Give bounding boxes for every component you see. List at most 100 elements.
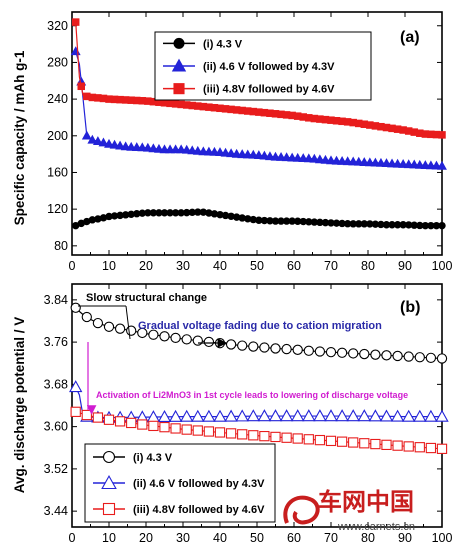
data-point [392,158,403,168]
data-point [259,430,270,442]
data-point [192,335,203,346]
annotation-slow-structural-change: Slow structural change [86,292,207,304]
data-point [98,137,109,147]
watermark-logo-icon [283,495,320,525]
legend-marker-icon [173,83,185,95]
data-point [181,144,192,154]
x-tick-label: 90 [398,259,412,273]
data-point [259,150,270,160]
panel-a-legend: (i) 4.3 V (ii) 4.6 V followed by 4.3V (iii… [154,31,372,101]
data-point [137,327,148,339]
series-1 [72,208,446,230]
panel-a-label: (a) [400,29,420,46]
data-point [314,154,325,164]
data-point [225,428,237,439]
data-point [180,409,194,422]
data-point [368,409,383,422]
series-1 [70,302,448,364]
data-point [242,149,253,159]
data-point [231,148,242,158]
data-point [398,158,409,168]
arrow-slow-change-leader [125,305,131,340]
data-point [303,434,314,445]
data-point [390,409,405,422]
y-tick-label: 3.76 [44,335,68,349]
data-point [276,152,286,161]
data-point [120,141,131,151]
data-point [181,334,192,345]
data-point [425,442,437,454]
data-point [114,416,126,427]
data-point [335,409,349,422]
data-point [438,221,446,230]
data-point [81,130,92,140]
data-point [435,409,449,422]
data-point [370,157,381,167]
annotation-gradual-voltage-fading: Gradual voltage fading due to cation mig… [138,320,382,332]
data-point [403,159,414,169]
data-point [346,409,360,422]
data-point [414,442,425,453]
data-point [425,160,436,170]
data-point [409,159,420,169]
data-point [381,158,392,168]
data-point [292,344,303,355]
y-tick-label: 120 [47,202,68,216]
data-point [176,144,187,154]
x-tick-label: 90 [398,531,412,545]
data-point [170,332,181,344]
panel-b-ylabel: Avg. discharge potential / V [12,317,27,494]
data-point [402,409,416,422]
series-3 [70,406,448,454]
data-point [225,339,237,350]
data-point [187,145,198,155]
x-tick-label: 10 [102,531,116,545]
y-tick-label: 3.60 [44,420,68,434]
data-point [259,342,270,353]
data-point [348,437,359,448]
data-point [298,153,309,163]
data-point [137,142,148,152]
data-point [248,341,259,352]
x-tick-label: 40 [213,259,227,273]
series-2 [70,46,447,170]
data-point [403,351,414,362]
data-point [126,141,137,151]
x-tick-label: 30 [176,531,190,545]
data-point [325,346,337,358]
data-point [203,336,215,348]
x-tick-label: 70 [324,259,338,273]
data-point [438,131,446,139]
y-tick-label: 3.44 [44,504,68,518]
data-point [303,345,314,356]
data-point [348,348,359,359]
data-point [292,152,303,162]
x-tick-label: 100 [432,531,453,545]
panel-b: 0 10 20 30 40 50 60 70 80 90 100 3.44 3.52 3.60 3.68 3.… [12,283,453,545]
data-point [253,150,264,159]
legend-marker-icon [102,450,116,464]
data-point [92,412,104,423]
data-point [336,347,348,358]
data-point [257,409,272,422]
data-point [214,427,226,438]
panel-a-ylabel: Specific capacity / mAh g-1 [12,50,27,225]
data-point [202,409,216,422]
data-point [392,350,403,362]
data-point [359,157,370,166]
data-point [137,419,148,430]
data-point [279,409,294,422]
data-point [235,409,249,422]
data-point [248,149,259,159]
legend-label: (i) 4.3 V [203,38,243,50]
x-tick-label: 50 [250,531,264,545]
data-point [81,409,92,421]
data-point [387,158,397,168]
data-point [248,430,259,441]
data-point [357,409,371,422]
data-point [77,82,86,91]
data-point [414,352,425,363]
y-tick-label: 320 [47,19,68,33]
y-tick-label: 3.52 [44,462,68,476]
x-tick-label: 60 [287,531,301,545]
